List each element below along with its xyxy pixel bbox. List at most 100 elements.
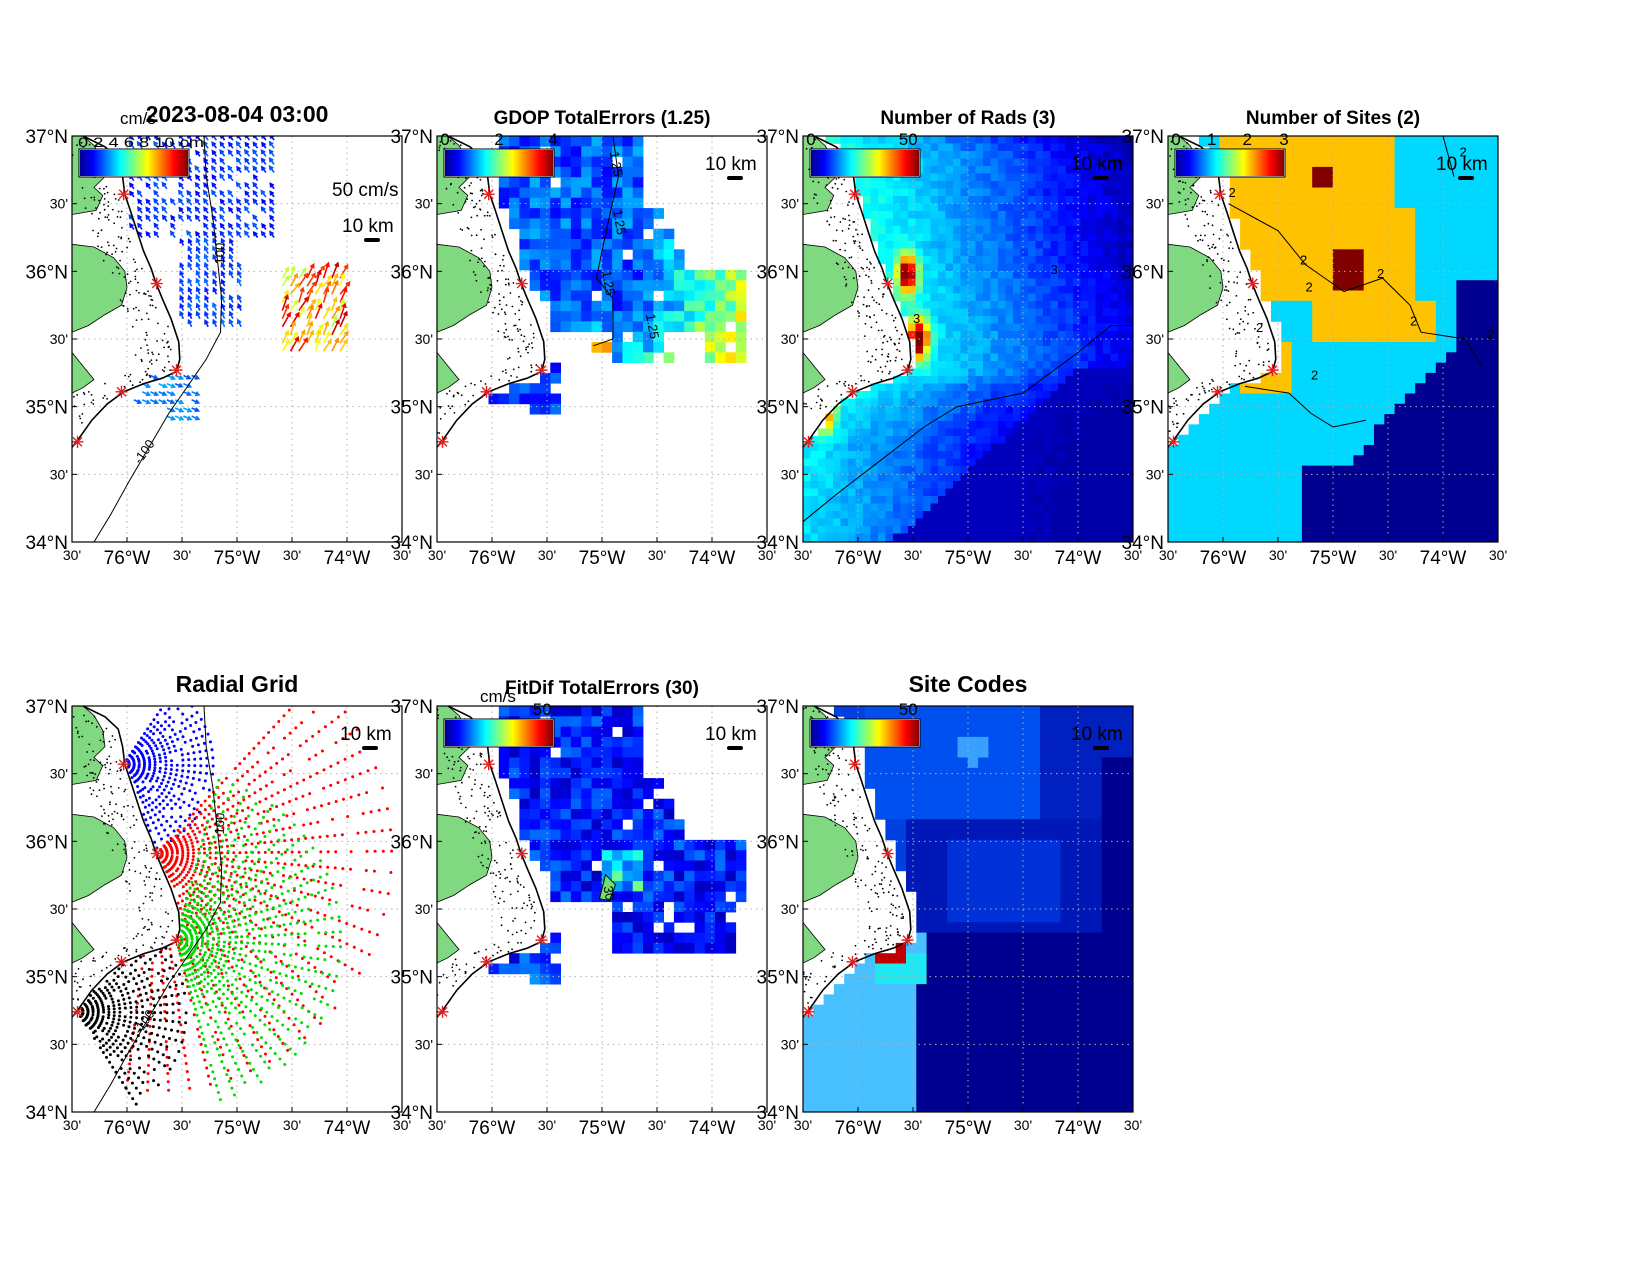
lat-tick-label: 30' [415, 766, 433, 782]
vector-scale-label: 50 cm/s [332, 180, 399, 201]
lon-tick-label: 30' [393, 1117, 411, 1133]
contour-label: 2 [1460, 144, 1467, 159]
coastline [803, 706, 912, 1018]
scale-bar-mark [1093, 746, 1109, 750]
site-marker [846, 385, 859, 398]
lon-tick-label: 76°W [469, 1118, 516, 1139]
lat-tick-label: 30' [415, 196, 433, 212]
site-marker [72, 435, 84, 448]
lat-tick-label: 37°N [26, 127, 68, 148]
site-marker [881, 847, 894, 860]
colorbar-tick: 4 [548, 130, 557, 149]
site-marker [848, 188, 861, 201]
lat-tick-label: 30' [415, 1036, 433, 1052]
lat-tick-label: 30' [50, 331, 68, 347]
lon-tick-label: 75°W [579, 548, 626, 569]
colorbar-tick: 50 [533, 700, 552, 719]
lat-tick-label: 35°N [391, 398, 433, 419]
lon-tick-label: 30' [1269, 547, 1287, 563]
site-marker [170, 364, 183, 377]
contour-label: 2 [1311, 368, 1318, 383]
lat-tick-label: 34°N [26, 533, 68, 554]
panel-title: FitDif TotalErrors (30) [505, 678, 699, 699]
field-cells [488, 706, 747, 985]
colorbar: cm/s 0 2 4 6 8 10 cm [78, 109, 204, 178]
colorbar: 0 50 [806, 130, 921, 178]
lat-tick-label: 34°N [757, 1103, 799, 1124]
site-marker [1266, 364, 1279, 377]
panel-title: Number of Rads (3) [880, 108, 1055, 129]
lat-tick-label: 34°N [1122, 533, 1164, 554]
lon-tick-label: 74°W [689, 548, 736, 569]
panel-title: 2023-08-04 03:00 [146, 101, 329, 127]
lon-tick-label: 30' [538, 1117, 556, 1133]
colorbar: 0 1 2 3 [1171, 130, 1289, 178]
lat-tick-label: 36°N [26, 832, 68, 853]
lat-tick-label: 35°N [26, 398, 68, 419]
colorbar-tick-clutter: 0 2 4 6 8 10 cm [78, 134, 204, 150]
lon-tick-label: 74°W [689, 1118, 736, 1139]
scale-label: 10 km [340, 724, 392, 745]
panel-title: Number of Sites (2) [1246, 108, 1420, 129]
lon-tick-label: 30' [283, 547, 301, 563]
contour-label: 30 [601, 885, 618, 902]
coastline [1168, 136, 1277, 448]
lon-tick-label: 30' [1159, 547, 1177, 563]
field-cells [803, 706, 1133, 1112]
lon-tick-label: 74°W [1055, 548, 1102, 569]
site-marker [150, 277, 163, 290]
lat-tick-label: 37°N [26, 697, 68, 718]
site-markers [72, 188, 183, 448]
grid-lines [803, 136, 1133, 542]
coastline [437, 706, 546, 1018]
site-marker [1168, 435, 1180, 448]
lat-tick-label: 36°N [757, 832, 799, 853]
site-marker [515, 277, 528, 290]
bathymetry-contour [93, 706, 223, 1112]
site-marker [480, 955, 493, 968]
scale-bar: 10 km [1071, 154, 1123, 180]
land [72, 706, 128, 964]
lat-tick-label: 30' [50, 1036, 68, 1052]
site-marker [848, 758, 861, 771]
lon-tick-label: 30' [758, 1117, 776, 1133]
axis-ticks: 37°N30'36°N30'35°N30'34°N30' 76°W 30' 75°W 3… [757, 127, 1143, 569]
contour-label: 100 [212, 812, 228, 834]
lon-tick-label: 30' [173, 547, 191, 563]
lat-tick-label: 35°N [757, 398, 799, 419]
lon-tick-label: 76°W [1200, 548, 1247, 569]
lat-tick-label: 35°N [26, 968, 68, 989]
contour-label: 1.25 [599, 269, 618, 297]
site-marker [803, 435, 815, 448]
contour-label: 2 [1300, 253, 1307, 268]
lon-tick-label: 30' [283, 1117, 301, 1133]
colorbar-tick: 0 [806, 130, 815, 149]
scale-bar-mark [1093, 176, 1109, 180]
scale-bar: 10 km [340, 724, 392, 750]
site-marker [72, 1005, 84, 1018]
site-marker [515, 847, 528, 860]
lat-tick-label: 36°N [26, 262, 68, 283]
scale-bar-mark [1458, 176, 1474, 180]
site-marker [437, 1005, 449, 1018]
lon-tick-label: 76°W [835, 548, 882, 569]
lon-tick-label: 75°W [579, 1118, 626, 1139]
contour-label: 1.25 [643, 313, 662, 341]
colorbar-tick: 50 [899, 700, 918, 719]
colorbar-unit: cm/s [120, 109, 156, 128]
site-marker [803, 1005, 815, 1018]
site-marker [901, 364, 914, 377]
colorbar-tick: 2 [1243, 130, 1252, 149]
coastline [72, 706, 181, 1018]
lon-tick-label: 76°W [104, 548, 151, 569]
panel-title: GDOP TotalErrors (1.25) [494, 108, 711, 129]
lat-tick-label: 30' [781, 331, 799, 347]
lat-tick-label: 37°N [757, 127, 799, 148]
colorbar: 50 [809, 700, 921, 748]
contour-label: 3 [1051, 262, 1058, 277]
